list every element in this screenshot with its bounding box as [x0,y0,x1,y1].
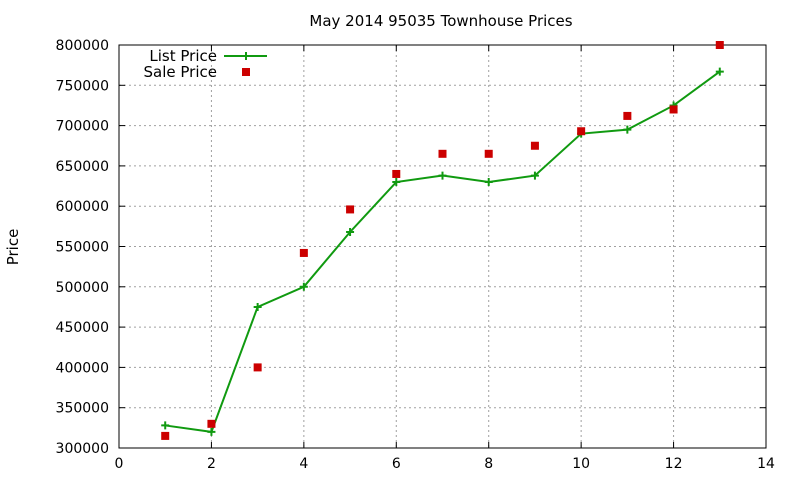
x-tick-label: 14 [757,456,775,472]
sale-price-point [577,127,586,136]
sale-price-point [346,205,355,214]
list-price-point [392,178,401,187]
x-axis-tick-labels: 0 2 4 6 8 10 12 14 [115,456,775,472]
list-price-point [346,227,355,236]
legend-plus-marker [242,52,250,60]
y-tick-label: 450000 [56,320,109,336]
sale-price-point [484,149,493,158]
list-price-point [715,67,724,76]
list-price-point [438,171,447,180]
x-tick-label: 12 [665,456,683,472]
list-price-line [165,70,721,433]
plot-frame [118,44,767,449]
list-price-point [530,171,539,180]
y-tick-label: 800000 [56,38,109,54]
legend-label: List Price [149,47,217,65]
series-list-price [161,67,724,436]
series-sale-price [161,41,724,440]
sale-price-point [438,149,447,158]
x-tick-label: 8 [484,456,493,472]
list-price-point [161,421,170,430]
sale-price-point [207,419,216,428]
list-price-point [484,178,493,187]
y-axis-tick-labels: 300000 350000 400000 450000 500000 550000 6000… [56,38,109,457]
sale-price-point [623,111,632,120]
x-tick-label: 6 [392,456,401,472]
list-price-point [253,302,262,311]
sale-price-point [392,169,401,178]
x-tick-label: 2 [207,456,216,472]
list-price-point [623,125,632,134]
sale-price-point [161,431,170,440]
legend-label: Sale Price [144,63,217,81]
y-tick-label: 750000 [56,78,109,94]
y-tick-label: 300000 [56,441,109,457]
sale-price-point [530,141,539,150]
y-tick-label: 650000 [56,159,109,175]
grid [119,45,766,448]
sale-price-point [253,363,262,372]
x-tick-label: 10 [572,456,590,472]
axis-ticks [118,44,767,449]
y-tick-label: 400000 [56,360,109,376]
y-tick-label: 550000 [56,240,109,256]
x-tick-label: 0 [115,456,124,472]
x-tick-label: 4 [299,456,308,472]
y-tick-label: 350000 [56,401,109,417]
y-tick-label: 700000 [56,119,109,135]
sale-price-point [669,105,678,114]
y-tick-label: 600000 [56,199,109,215]
y-axis-label: Price [4,229,22,266]
y-tick-label: 500000 [56,280,109,296]
list-price-point [299,282,308,291]
sale-price-point [299,248,308,257]
list-price-point [207,427,216,436]
sale-price-point [715,41,724,49]
legend-square-marker [242,68,250,76]
data-series [161,41,724,440]
chart-title: May 2014 95035 Townhouse Prices [309,12,572,30]
